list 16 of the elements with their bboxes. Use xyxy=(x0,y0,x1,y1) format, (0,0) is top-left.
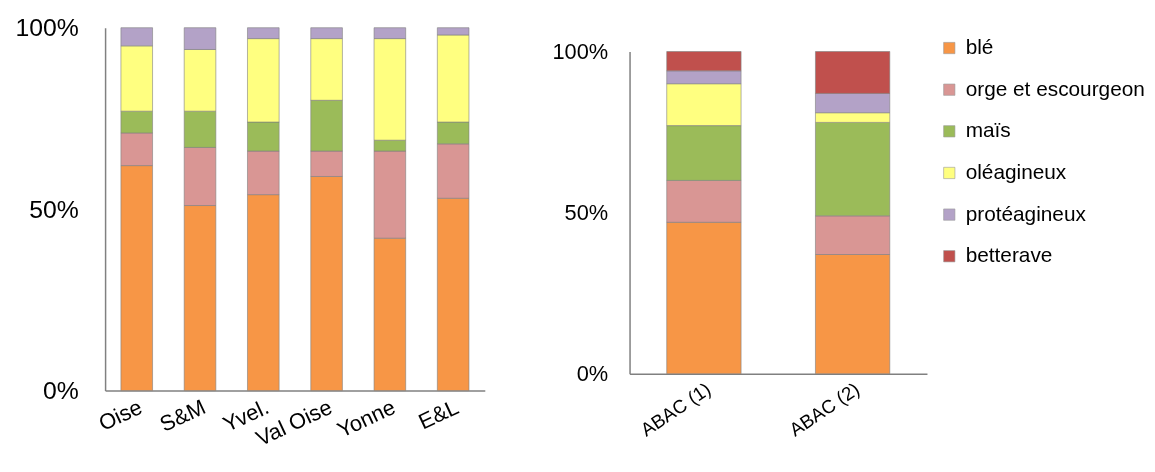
legend-label: maïs xyxy=(965,118,1011,142)
legend-label: protéagineux xyxy=(965,201,1087,225)
legend-label: betterave xyxy=(965,243,1053,267)
y-tick-label: 50% xyxy=(564,200,609,226)
x-tick-label: Oise xyxy=(94,394,146,436)
y-tick-label: 50% xyxy=(29,195,79,223)
legend-label: oléagineux xyxy=(965,159,1067,183)
y-tick-label: 100% xyxy=(552,38,609,64)
legend-label: orge et escourgeon xyxy=(965,76,1145,100)
legend-label: blé xyxy=(965,34,994,58)
x-tick-label: Yonne xyxy=(333,394,400,443)
y-tick-label: 0% xyxy=(43,377,79,404)
x-tick-label: S&M xyxy=(155,394,210,437)
y-tick-label: 0% xyxy=(576,361,609,387)
y-tick-label: 100% xyxy=(15,14,79,42)
x-tick-label: E&L xyxy=(414,394,463,435)
